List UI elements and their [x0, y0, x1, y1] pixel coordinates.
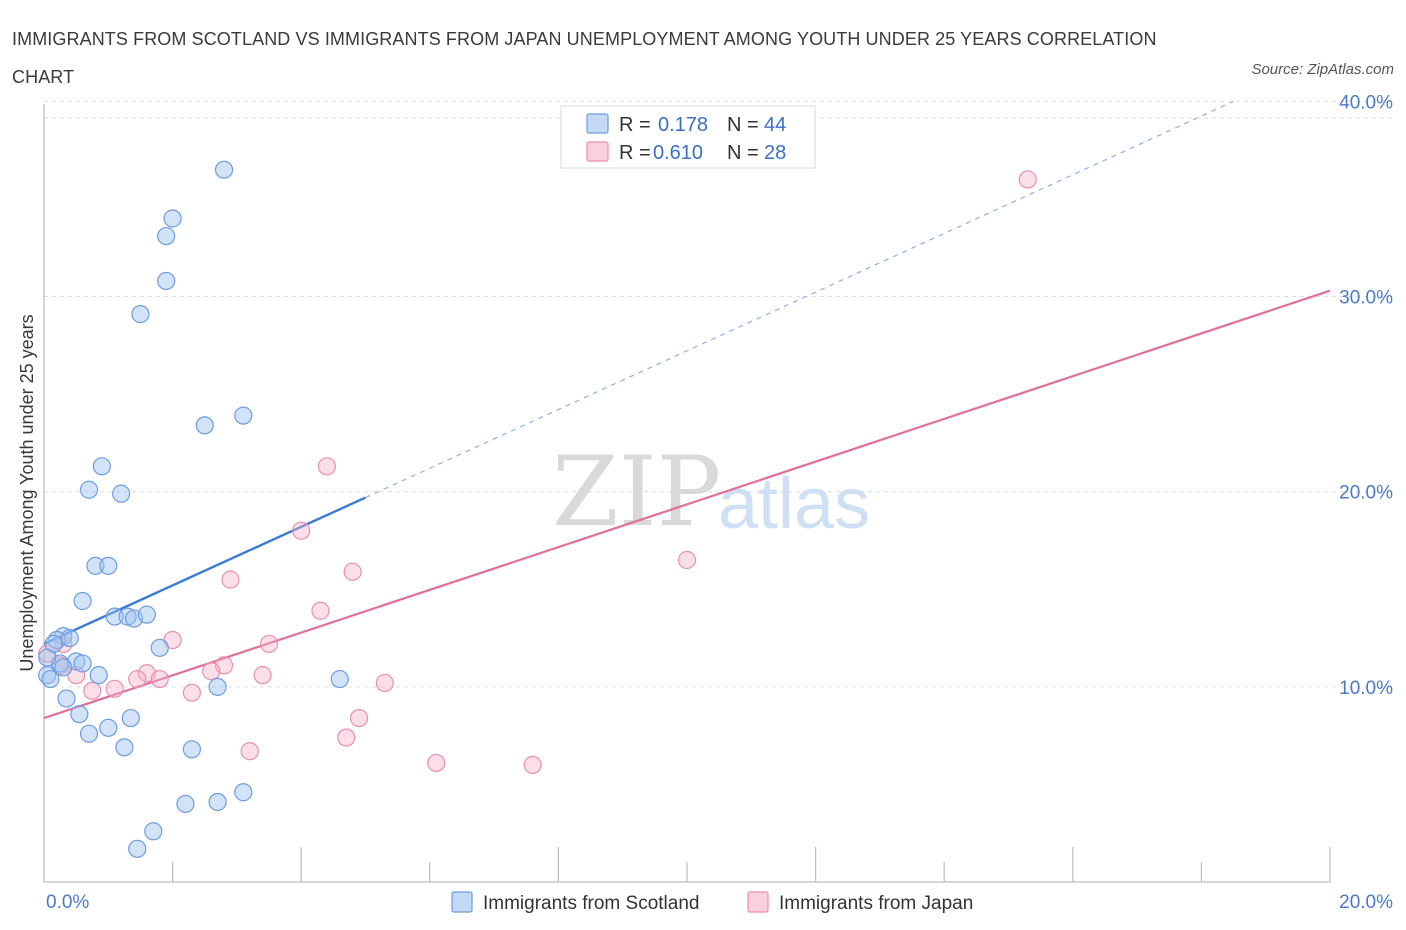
- point-scotland-12: [73, 591, 92, 611]
- point-scotland-24: [73, 654, 92, 673]
- legend-swatch-japan: [586, 141, 609, 162]
- trend-lines: [43, 100, 1331, 720]
- legend-n-value-scotland: 44: [764, 114, 786, 136]
- point-scotland-41: [128, 839, 147, 858]
- point-japan-1: [317, 457, 337, 476]
- y-tick-label-30: 30.0%: [1339, 288, 1393, 309]
- point-scotland-0: [214, 160, 234, 179]
- point-japan-26: [427, 753, 446, 773]
- point-japan-5: [221, 570, 240, 589]
- y-tick-label-20: 20.0%: [1339, 483, 1393, 504]
- point-scotland-9: [112, 484, 131, 503]
- series-legend-swatch-japan: [747, 891, 769, 913]
- point-scotland-39: [176, 794, 195, 814]
- point-scotland-13: [105, 607, 124, 626]
- series-legend-swatch-scotland: [451, 891, 473, 913]
- legend-r-value-scotland: 0.178: [658, 114, 708, 136]
- point-scotland-28: [330, 669, 349, 689]
- point-scotland-14: [118, 607, 137, 626]
- point-scotland-2: [157, 226, 176, 246]
- point-japan-6: [311, 601, 330, 620]
- point-scotland-3: [157, 271, 176, 291]
- watermark: ZIP atlas: [552, 436, 870, 548]
- point-scotland-31: [70, 705, 89, 724]
- legend-n-value-japan: 28: [764, 142, 786, 164]
- point-japan-23: [349, 708, 369, 728]
- point-scotland-20: [150, 638, 169, 657]
- point-japan-8: [259, 634, 279, 654]
- trend-line-japan: [43, 289, 1331, 720]
- x-tick-label-20: 20.0%: [1339, 892, 1393, 913]
- point-scotland-34: [99, 718, 118, 737]
- watermark-atlas: atlas: [718, 464, 870, 544]
- trend-line-scotland: [43, 496, 366, 646]
- data-points: [38, 160, 1037, 858]
- point-japan-25: [240, 742, 259, 761]
- point-scotland-30: [57, 689, 76, 708]
- legend-swatch-scotland: [586, 113, 609, 134]
- watermark-zip: ZIP: [552, 436, 721, 548]
- point-japan-18: [253, 666, 272, 685]
- point-scotland-7: [92, 457, 111, 476]
- y-tick-label-40: 40.0%: [1339, 92, 1393, 113]
- point-scotland-26: [41, 669, 60, 689]
- point-scotland-10: [86, 556, 105, 575]
- point-japan-27: [523, 755, 542, 775]
- legend-n-label-scotland: N =: [727, 114, 759, 136]
- point-japan-20: [83, 681, 102, 700]
- point-scotland-16: [137, 605, 156, 624]
- point-scotland-32: [121, 708, 140, 728]
- point-japan-15: [202, 662, 221, 681]
- point-japan-21: [105, 679, 124, 698]
- legend-r-label-japan: R =: [619, 142, 651, 164]
- point-japan-17: [150, 669, 169, 689]
- point-japan-24: [337, 728, 356, 747]
- series-legend-label-scotland: Immigrants from Scotland: [483, 893, 699, 914]
- point-japan-22: [182, 683, 201, 702]
- point-scotland-1: [163, 209, 182, 228]
- point-japan-10: [38, 644, 57, 663]
- point-scotland-29: [208, 677, 227, 696]
- point-scotland-11: [99, 556, 118, 575]
- point-scotland-8: [79, 480, 99, 499]
- axes: [43, 104, 1331, 883]
- point-scotland-35: [115, 738, 134, 757]
- point-scotland-6: [234, 406, 253, 425]
- source-credit: Source: ZipAtlas.com: [1251, 61, 1394, 78]
- point-scotland-23: [54, 658, 73, 677]
- point-japan-19: [375, 673, 394, 693]
- point-scotland-36: [182, 740, 201, 759]
- series-legend: Immigrants from Scotland Immigrants from…: [451, 891, 973, 914]
- point-japan-3: [677, 550, 697, 570]
- point-scotland-43: [60, 628, 79, 648]
- point-scotland-37: [234, 783, 253, 802]
- y-axis-label: Unemployment Among Youth under 25 years: [17, 314, 37, 671]
- point-scotland-40: [144, 822, 163, 841]
- point-scotland-38: [208, 792, 227, 812]
- series-legend-label-japan: Immigrants from Japan: [779, 893, 973, 914]
- point-scotland-27: [89, 666, 108, 685]
- y-tick-label-10: 10.0%: [1339, 678, 1393, 699]
- chart-title: IMMIGRANTS FROM SCOTLAND VS IMMIGRANTS F…: [12, 29, 1157, 87]
- tick-labels: 10.0% 20.0% 30.0% 40.0% 0.0% 20.0%: [46, 92, 1393, 913]
- legend-r-value-japan: 0.610: [653, 142, 703, 164]
- point-japan-4: [343, 562, 362, 581]
- point-japan-16: [128, 669, 147, 689]
- x-tick-label-0: 0.0%: [46, 892, 89, 913]
- stats-legend: R = 0.178 N = 44 R = 0.610 N = 28: [560, 105, 816, 169]
- point-scotland-5: [195, 416, 214, 435]
- legend-r-label-scotland: R =: [619, 114, 651, 136]
- point-scotland-33: [79, 724, 99, 743]
- point-japan-0: [1018, 170, 1037, 189]
- point-japan-2: [292, 521, 311, 540]
- point-scotland-4: [131, 305, 150, 324]
- legend-n-label-japan: N =: [727, 142, 759, 164]
- grid-lines: [44, 100, 1392, 688]
- point-scotland-42: [38, 648, 57, 667]
